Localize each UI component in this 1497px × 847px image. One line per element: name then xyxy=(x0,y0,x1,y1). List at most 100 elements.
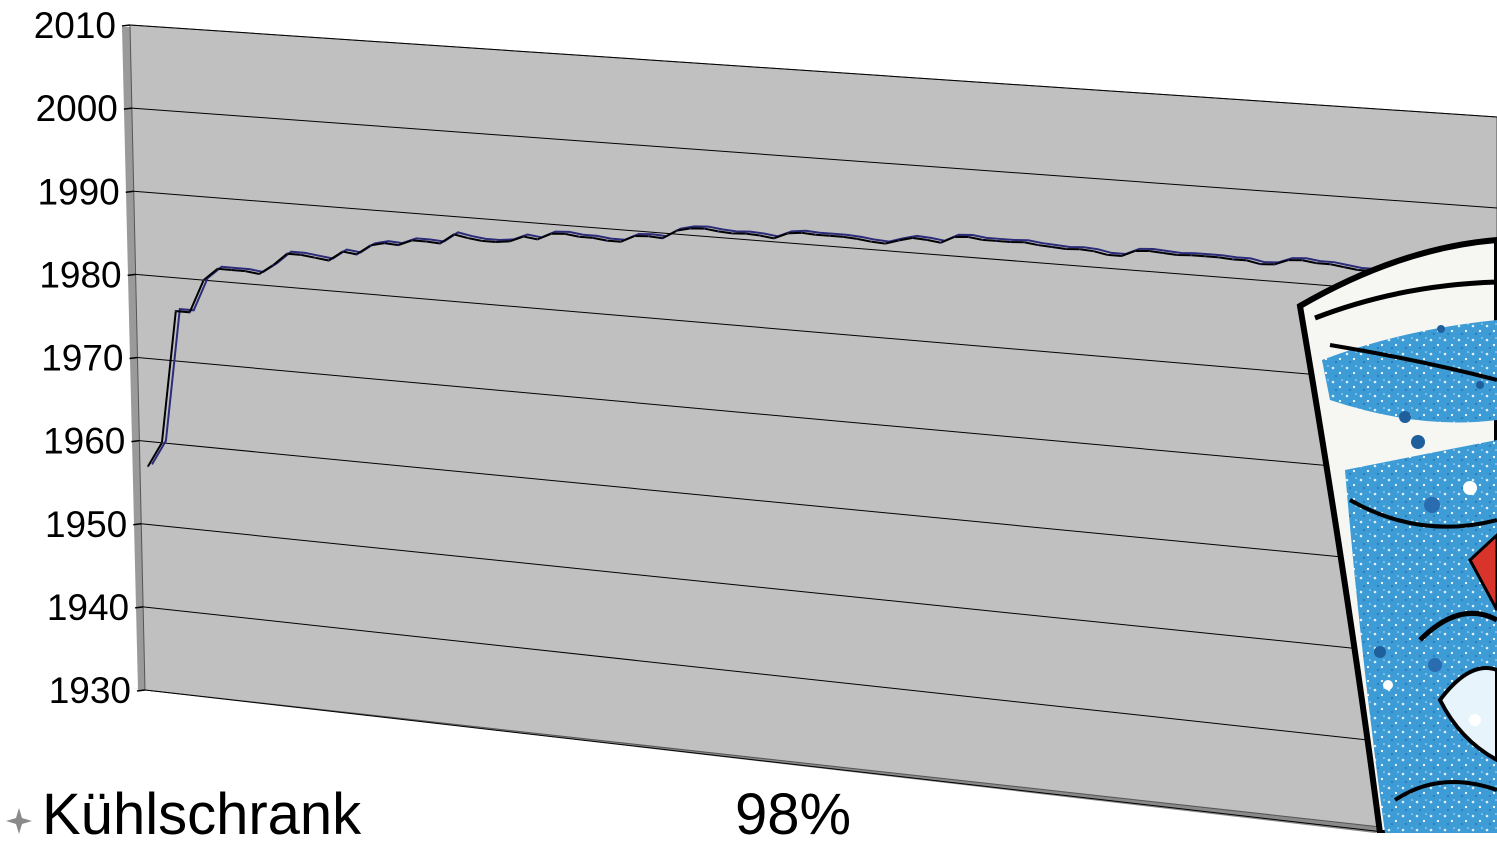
data-point xyxy=(1037,244,1039,246)
data-point xyxy=(982,239,984,241)
data-point xyxy=(342,251,344,253)
y-tick-label: 1940 xyxy=(47,587,129,628)
data-point xyxy=(759,235,761,237)
bullet-icon xyxy=(4,806,34,836)
data-point xyxy=(856,238,858,240)
data-point xyxy=(147,466,149,468)
data-point xyxy=(217,268,219,270)
data-point xyxy=(620,241,622,243)
y-tick-mark xyxy=(135,607,143,608)
data-point xyxy=(1301,259,1303,261)
data-point xyxy=(1149,250,1151,252)
y-tick-mark xyxy=(124,108,132,109)
data-point xyxy=(1093,250,1095,252)
data-point xyxy=(425,241,427,243)
y-tick-label: 1960 xyxy=(43,421,125,462)
data-point xyxy=(272,264,274,266)
y-tick-label: 1970 xyxy=(41,338,123,379)
y-tick-mark xyxy=(122,25,130,26)
data-point xyxy=(773,238,775,240)
data-point xyxy=(662,237,664,239)
data-point xyxy=(523,236,525,238)
data-point xyxy=(801,232,803,234)
data-point xyxy=(564,233,566,235)
data-point xyxy=(731,233,733,235)
data-point xyxy=(592,237,594,239)
data-point xyxy=(996,240,998,242)
data-point xyxy=(439,243,441,245)
data-point xyxy=(1107,254,1109,256)
data-point xyxy=(1274,264,1276,266)
data-point xyxy=(189,311,191,313)
data-point xyxy=(1065,248,1067,250)
data-point xyxy=(231,269,233,271)
data-point xyxy=(676,230,678,232)
data-point xyxy=(258,273,260,275)
data-point xyxy=(1190,254,1192,256)
data-point xyxy=(870,241,872,243)
y-tick-mark xyxy=(128,274,136,275)
data-point xyxy=(509,241,511,243)
data-point xyxy=(884,243,886,245)
y-tick-mark xyxy=(137,690,145,691)
annotation-label: Kühlschrank xyxy=(42,786,361,844)
data-point xyxy=(1009,241,1011,243)
data-point xyxy=(328,260,330,262)
y-tick-label: 2000 xyxy=(36,88,118,129)
data-point xyxy=(829,235,831,237)
data-point xyxy=(245,270,247,272)
data-point xyxy=(1357,269,1359,271)
y-tick-mark xyxy=(133,524,141,525)
data-point xyxy=(1288,259,1290,261)
data-point xyxy=(745,233,747,235)
data-point xyxy=(968,236,970,238)
y-tick-mark xyxy=(131,441,139,442)
data-point xyxy=(1260,263,1262,265)
data-point xyxy=(787,233,789,235)
y-tick-mark xyxy=(126,191,134,192)
data-point xyxy=(384,242,386,244)
data-point xyxy=(926,239,928,241)
data-point xyxy=(356,254,358,256)
data-point xyxy=(453,234,455,236)
data-point xyxy=(370,245,372,247)
annotation-value: 98% xyxy=(735,786,851,844)
data-point xyxy=(495,241,497,243)
data-point xyxy=(940,242,942,244)
y-tick-label: 1980 xyxy=(39,254,121,295)
data-point xyxy=(537,239,539,241)
data-point xyxy=(300,254,302,256)
y-tick-mark xyxy=(130,358,138,359)
y-tick-label: 1950 xyxy=(45,504,127,545)
data-point xyxy=(703,228,705,230)
data-point xyxy=(634,235,636,237)
data-point xyxy=(1176,254,1178,256)
data-point xyxy=(1023,241,1025,243)
data-point xyxy=(551,233,553,235)
data-point xyxy=(1218,257,1220,259)
data-point xyxy=(898,240,900,242)
data-point xyxy=(717,231,719,233)
data-point xyxy=(161,442,163,444)
data-point xyxy=(954,236,956,238)
data-point xyxy=(912,237,914,239)
data-point xyxy=(648,235,650,237)
y-tick-label: 2010 xyxy=(34,5,116,46)
data-point xyxy=(1343,266,1345,268)
data-point xyxy=(286,253,288,255)
data-point xyxy=(578,236,580,238)
data-point xyxy=(1135,250,1137,252)
data-point xyxy=(1121,255,1123,257)
data-point xyxy=(1204,255,1206,257)
data-point xyxy=(467,237,469,239)
data-point xyxy=(175,310,177,312)
data-point xyxy=(481,240,483,242)
data-point xyxy=(411,240,413,242)
data-point xyxy=(1315,262,1317,264)
data-point xyxy=(1232,259,1234,261)
data-point xyxy=(203,279,205,281)
data-point xyxy=(1079,248,1081,250)
data-point xyxy=(606,240,608,242)
data-point xyxy=(1246,260,1248,262)
